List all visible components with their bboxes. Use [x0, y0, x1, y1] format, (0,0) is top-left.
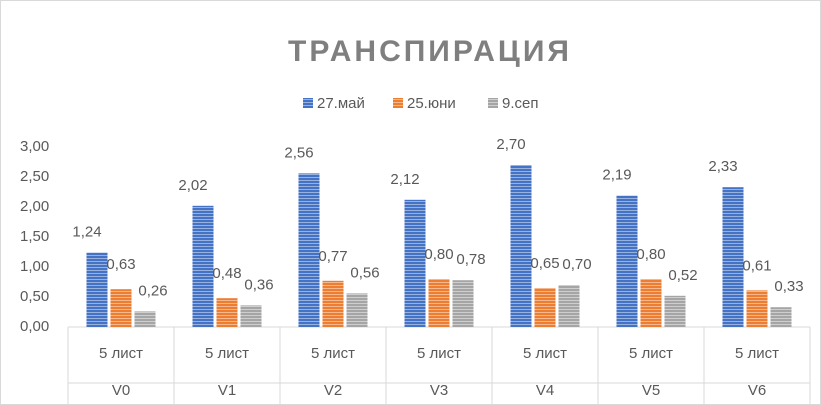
- legend-swatch: [393, 98, 403, 108]
- bar: [192, 205, 214, 327]
- legend-swatch: [488, 98, 498, 108]
- legend-swatch: [303, 98, 313, 108]
- chart-title: ТРАНСПИРАЦИЯ: [288, 35, 572, 68]
- bar: [298, 173, 320, 327]
- bar: [428, 279, 450, 327]
- x-subcategory-label: 5 лист: [523, 345, 567, 362]
- legend-label: 9.сеп: [502, 95, 538, 112]
- y-tick-label: 1,00: [20, 258, 49, 275]
- bar: [664, 295, 686, 327]
- x-subcategory-label: 5 лист: [629, 345, 673, 362]
- bar: [346, 293, 368, 327]
- y-tick-label: 1,50: [20, 228, 49, 245]
- bar: [534, 288, 556, 327]
- data-label: 0,48: [212, 265, 241, 282]
- y-tick-label: 2,50: [20, 168, 49, 185]
- bar: [616, 195, 638, 327]
- data-label: 2,12: [390, 171, 419, 188]
- data-label: 2,02: [178, 177, 207, 194]
- data-label: 0,63: [106, 256, 135, 273]
- data-label: 0,78: [456, 251, 485, 268]
- data-label: 2,33: [708, 158, 737, 175]
- data-label: 0,26: [138, 282, 167, 299]
- data-label: 2,19: [602, 167, 631, 184]
- bar: [770, 307, 792, 327]
- y-tick-label: 0,50: [20, 288, 49, 305]
- data-label: 2,70: [496, 136, 525, 153]
- x-tick-label: V6: [748, 382, 766, 399]
- data-label: 0,33: [774, 278, 803, 295]
- bar: [86, 252, 108, 327]
- legend-label: 25.юни: [407, 95, 456, 112]
- bar: [640, 279, 662, 327]
- legend-label: 27.май: [317, 95, 365, 112]
- x-tick-label: V3: [430, 382, 448, 399]
- data-label: 0,56: [350, 264, 379, 281]
- x-subcategory-label: 5 лист: [205, 345, 249, 362]
- bar: [110, 289, 132, 327]
- x-subcategory-label: 5 лист: [417, 345, 461, 362]
- x-tick-label: V5: [642, 382, 660, 399]
- y-tick-label: 3,00: [20, 138, 49, 155]
- x-subcategory-label: 5 лист: [735, 345, 779, 362]
- x-tick-label: V4: [536, 382, 554, 399]
- bar: [216, 298, 238, 327]
- data-label: 0,77: [318, 248, 347, 265]
- data-label: 2,56: [284, 144, 313, 161]
- bar: [134, 311, 156, 327]
- bar: [322, 280, 344, 327]
- y-tick-label: 0,00: [20, 318, 49, 335]
- x-tick-label: V0: [112, 382, 130, 399]
- bar: [240, 305, 262, 327]
- data-label: 1,24: [72, 224, 101, 241]
- data-label: 0,70: [562, 256, 591, 273]
- data-label: 0,61: [742, 257, 771, 274]
- x-tick-label: V2: [324, 382, 342, 399]
- x-subcategory-label: 5 лист: [99, 345, 143, 362]
- x-subcategory-label: 5 лист: [311, 345, 355, 362]
- y-tick-label: 2,00: [20, 198, 49, 215]
- data-label: 0,65: [530, 255, 559, 272]
- data-label: 0,36: [244, 276, 273, 293]
- data-label: 0,80: [636, 246, 665, 263]
- bar: [404, 199, 426, 327]
- data-label: 0,52: [668, 267, 697, 284]
- bar: [746, 290, 768, 327]
- bar: [452, 280, 474, 327]
- bar: [510, 165, 532, 327]
- bar: [558, 285, 580, 327]
- bar: [722, 187, 744, 327]
- x-tick-label: V1: [218, 382, 236, 399]
- data-label: 0,80: [424, 246, 453, 263]
